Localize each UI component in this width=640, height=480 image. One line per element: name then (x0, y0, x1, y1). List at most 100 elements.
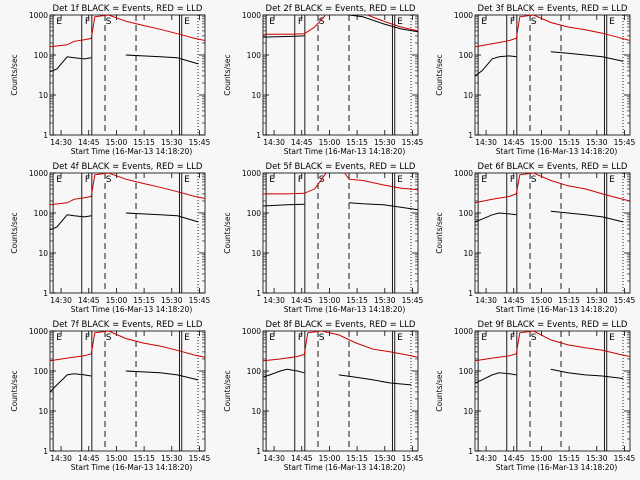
x-tick-label: 14:45 (78, 454, 100, 463)
y-tick-label: 1 (468, 289, 473, 298)
chart-title: Det 2f BLACK = Events, RED = LLD (266, 4, 416, 14)
x-tick-label: 14:45 (78, 296, 100, 305)
interval-flag-label: E (269, 333, 275, 343)
y-tick-label: 1000 (454, 11, 473, 20)
y-tick-label: 10 (463, 407, 473, 416)
interval-flag-label: F (510, 175, 515, 185)
interval-flag-label: E (56, 333, 62, 343)
interval-flag-label: E (397, 175, 403, 185)
interval-flag-label: F (510, 333, 515, 343)
x-tick-label: 15:15 (558, 454, 580, 463)
x-tick-label: 15:45 (189, 138, 211, 147)
chart-title: Det 9f BLACK = Events, RED = LLD (478, 320, 628, 330)
interval-flag-label: S (319, 17, 325, 27)
x-axis-label: Start Time (16-Mar-13 14:18:20) (496, 463, 618, 472)
plot-frame (262, 14, 419, 136)
x-tick-label: 15:00 (531, 138, 553, 147)
events-series-line (50, 370, 199, 393)
x-axis-label: Start Time (16-Mar-13 14:18:20) (496, 147, 618, 156)
x-tick-label: 15:45 (614, 454, 636, 463)
y-tick-label: 1000 (242, 169, 261, 178)
plot-frame (474, 172, 631, 294)
x-tick-label: 14:45 (78, 138, 100, 147)
interval-flag-label: S (106, 175, 112, 185)
x-tick-label: 15:45 (189, 454, 211, 463)
x-axis-label: Start Time (16-Mar-13 14:18:20) (284, 305, 406, 314)
x-tick-label: 15:45 (402, 296, 424, 305)
y-tick-label: 1 (256, 131, 261, 140)
lld-series-line (475, 173, 630, 204)
x-tick-label: 14:45 (503, 138, 525, 147)
interval-flag-label: F (85, 333, 90, 343)
chart-panel: Det 1f BLACK = Events, RED = LLD 1 10 100 10… (10, 4, 210, 156)
interval-flag-label: S (531, 175, 537, 185)
x-tick-label: 15:45 (402, 454, 424, 463)
x-tick-label: 15:15 (558, 296, 580, 305)
x-tick-label: 15:30 (374, 138, 396, 147)
x-tick-label: 14:45 (291, 138, 313, 147)
y-tick-label: 10 (38, 91, 48, 100)
y-tick-label: 1 (43, 289, 48, 298)
x-tick-label: 15:00 (106, 138, 128, 147)
chart-title: Det 6f BLACK = Events, RED = LLD (478, 162, 628, 172)
y-tick-label: 10 (463, 91, 473, 100)
y-tick-label: 10 (38, 249, 48, 258)
x-tick-label: 14:30 (50, 296, 72, 305)
interval-flag-label: E (269, 175, 275, 185)
x-tick-label: 15:45 (189, 296, 211, 305)
x-tick-label: 15:00 (106, 454, 128, 463)
y-tick-label: 100 (34, 209, 49, 218)
x-axis-label: Start Time (16-Mar-13 14:18:20) (284, 147, 406, 156)
interval-flag-label: E (56, 175, 62, 185)
plot-frame (262, 172, 419, 294)
interval-flag-label: S (106, 333, 112, 343)
chart-panel: Det 9f BLACK = Events, RED = LLD 1 10 100 10… (435, 320, 635, 472)
chart-panel: Det 6f BLACK = Events, RED = LLD 1 10 100 10… (435, 162, 635, 314)
interval-flag-label: S (319, 175, 325, 185)
x-tick-label: 15:30 (161, 454, 183, 463)
lld-series-line (263, 331, 418, 362)
interval-flag-label: E (609, 175, 615, 185)
x-tick-label: 15:45 (402, 138, 424, 147)
interval-flag-label: F (298, 333, 303, 343)
y-tick-label: 1000 (29, 11, 48, 20)
x-tick-label: 15:00 (319, 454, 341, 463)
x-tick-label: 15:00 (319, 138, 341, 147)
x-tick-label: 14:30 (475, 454, 497, 463)
y-tick-label: 1 (468, 447, 473, 456)
plot-frame (49, 330, 206, 452)
y-axis-label: Counts/sec (223, 370, 232, 411)
y-tick-label: 10 (251, 407, 261, 416)
events-series-line (263, 368, 412, 386)
chart-panel: Det 2f BLACK = Events, RED = LLD 1 10 100 10… (223, 4, 423, 156)
x-tick-label: 15:30 (586, 296, 608, 305)
interval-flag-label: S (319, 333, 325, 343)
x-tick-label: 15:45 (614, 296, 636, 305)
interval-flag-label: E (609, 333, 615, 343)
interval-flag-label: F (85, 175, 90, 185)
events-series-line (263, 202, 418, 211)
x-tick-label: 15:15 (133, 454, 155, 463)
interval-flag-label: F (510, 17, 515, 27)
interval-flag-label: E (481, 17, 487, 27)
interval-flag-label: E (269, 17, 275, 27)
interval-flag-label: E (397, 17, 403, 27)
x-tick-label: 15:00 (319, 296, 341, 305)
x-tick-label: 15:30 (586, 138, 608, 147)
x-tick-label: 15:30 (374, 296, 396, 305)
chart-panel: Det 5f BLACK = Events, RED = LLD 1 10 100 10… (223, 162, 423, 314)
chart-title: Det 3f BLACK = Events, RED = LLD (478, 4, 628, 14)
x-tick-label: 15:45 (614, 138, 636, 147)
interval-flag-label: E (184, 333, 190, 343)
plot-frame (49, 172, 206, 294)
x-tick-label: 15:30 (161, 138, 183, 147)
interval-flag-label: E (397, 333, 403, 343)
y-tick-label: 10 (463, 249, 473, 258)
x-tick-label: 15:00 (106, 296, 128, 305)
y-tick-label: 1000 (242, 11, 261, 20)
y-tick-label: 100 (459, 367, 474, 376)
lld-series-line (263, 173, 418, 195)
x-tick-label: 14:30 (475, 296, 497, 305)
chart-title: Det 7f BLACK = Events, RED = LLD (53, 320, 203, 330)
y-tick-label: 10 (251, 91, 261, 100)
